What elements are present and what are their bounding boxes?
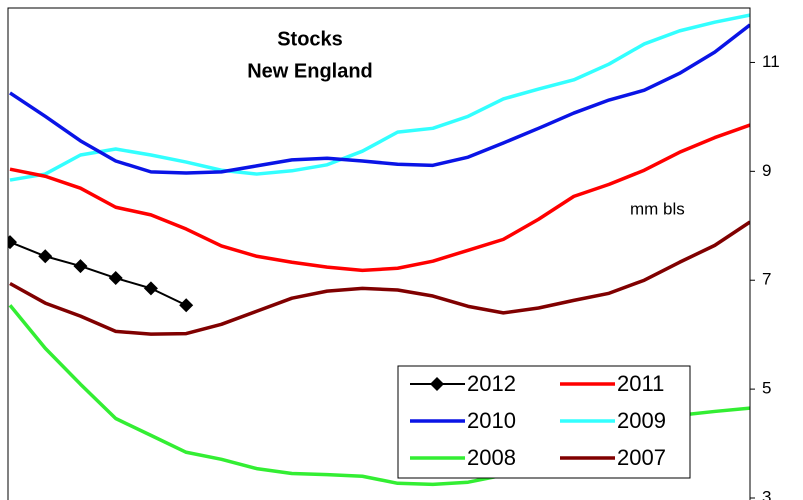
data-point: [143, 281, 158, 296]
series-line: [9, 241, 187, 307]
data-point: [108, 271, 123, 286]
legend-label: 2011: [617, 371, 664, 396]
legend-label: 2008: [467, 445, 516, 470]
series-line: [9, 220, 750, 336]
series-line: [9, 13, 750, 182]
legend-label: 2009: [617, 408, 666, 433]
legend-label: 2007: [617, 445, 666, 470]
legend-label: 2012: [467, 371, 516, 396]
plot-frame: [7, 7, 751, 500]
data-point: [8, 235, 17, 250]
y-tick-label: 9: [762, 161, 771, 180]
data-point: [38, 249, 53, 264]
series-line: [9, 123, 750, 273]
data-point: [73, 259, 88, 274]
y-tick-label: 7: [762, 270, 771, 289]
legend-label: 2010: [467, 408, 516, 433]
legend-marker: [430, 377, 444, 391]
chart-title: Stocks: [277, 28, 343, 50]
legend: 2012 2011 2010 2009 2008 2007: [397, 365, 691, 479]
y-tick-label: 11: [762, 52, 780, 71]
series-line: [9, 23, 750, 175]
plot-area: [8, 13, 750, 487]
annotation: mm bls: [630, 199, 685, 218]
data-point: [179, 298, 194, 313]
y-tick-label: 5: [762, 379, 771, 398]
y-tick-label: 3: [762, 487, 771, 500]
chart-subtitle: New England: [247, 60, 373, 82]
